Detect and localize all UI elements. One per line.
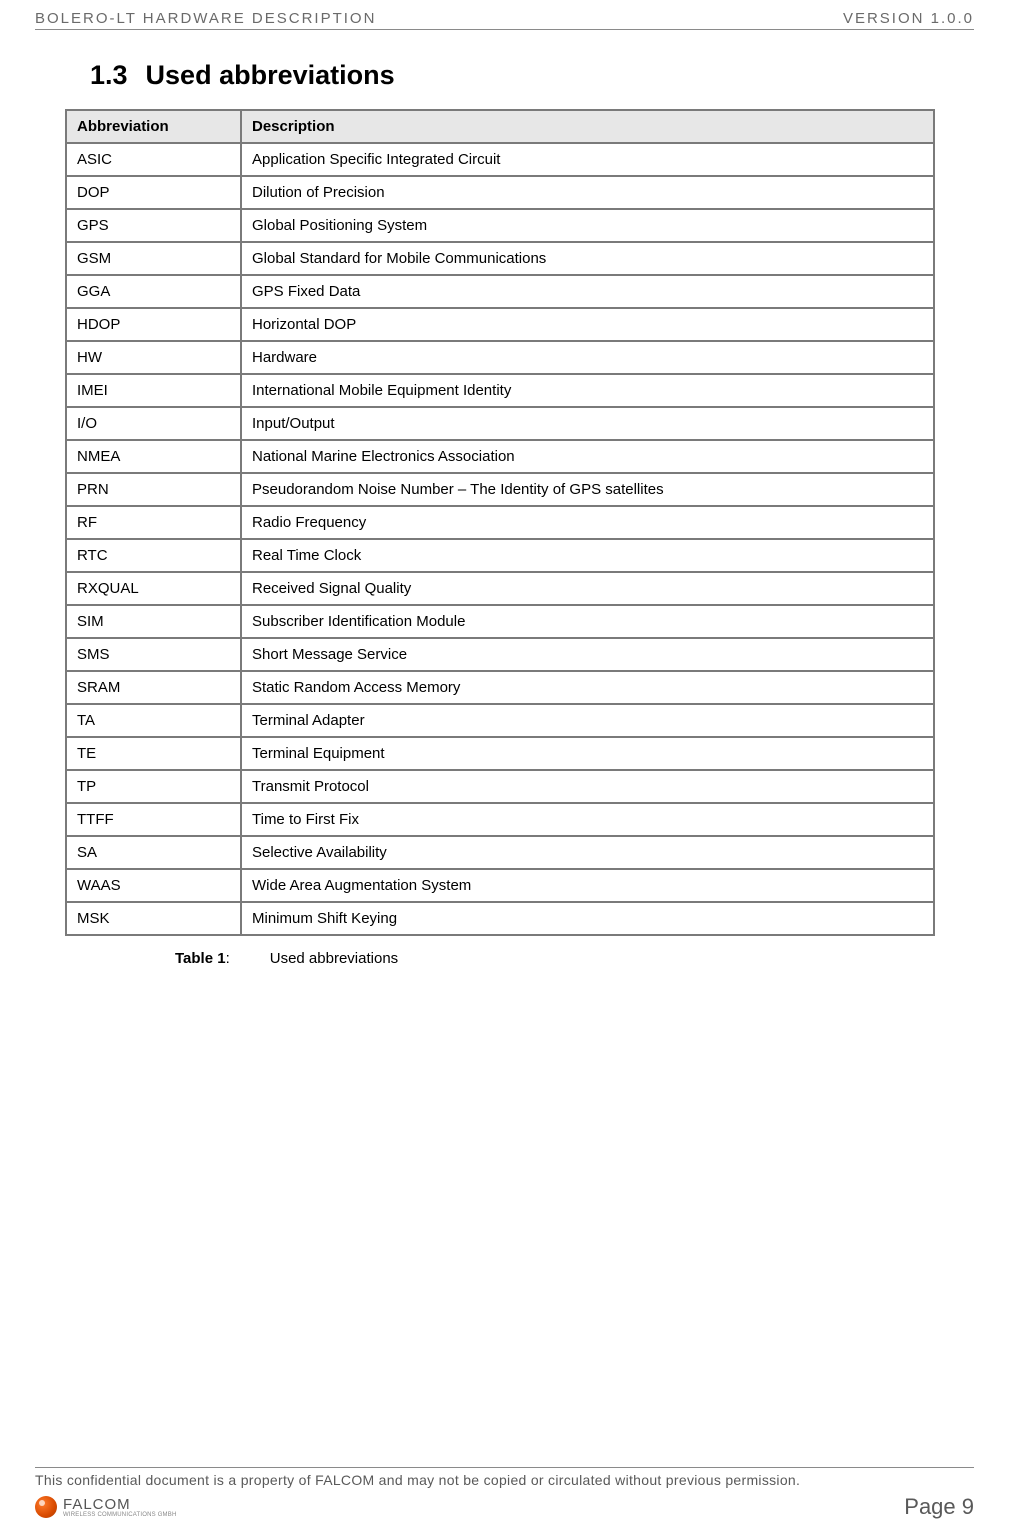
table-row: RXQUALReceived Signal Quality — [67, 571, 933, 604]
cell-description: Input/Output — [242, 406, 933, 439]
document-page: BOLERO-LT Hardware Description Version 1… — [0, 0, 1009, 1538]
cell-abbreviation: SMS — [67, 637, 242, 670]
cell-abbreviation: HW — [67, 340, 242, 373]
cell-abbreviation: I/O — [67, 406, 242, 439]
cell-description: Application Specific Integrated Circuit — [242, 142, 933, 175]
header-right: Version 1.0.0 — [843, 10, 974, 27]
table-row: SIMSubscriber Identification Module — [67, 604, 933, 637]
cell-description: Dilution of Precision — [242, 175, 933, 208]
section-heading: 1.3 Used abbreviations — [90, 60, 974, 91]
table-row: TPTransmit Protocol — [67, 769, 933, 802]
table-caption: Table 1: Used abbreviations — [175, 950, 974, 967]
table-row: HWHardware — [67, 340, 933, 373]
cell-abbreviation: GPS — [67, 208, 242, 241]
cell-description: National Marine Electronics Association — [242, 439, 933, 472]
footer-confidential: This confidential document is a property… — [35, 1472, 974, 1488]
cell-description: Subscriber Identification Module — [242, 604, 933, 637]
section-number: 1.3 — [90, 60, 128, 90]
cell-description: Short Message Service — [242, 637, 933, 670]
cell-abbreviation: TTFF — [67, 802, 242, 835]
caption-text: Used abbreviations — [270, 950, 398, 967]
footer-logo-sub: WIRELESS COMMUNICATIONS GMBH — [63, 1512, 177, 1518]
header-left: BOLERO-LT Hardware Description — [35, 10, 376, 27]
cell-description: Time to First Fix — [242, 802, 933, 835]
cell-description: Real Time Clock — [242, 538, 933, 571]
table-row: TETerminal Equipment — [67, 736, 933, 769]
table-row: TTFFTime to First Fix — [67, 802, 933, 835]
cell-abbreviation: WAAS — [67, 868, 242, 901]
caption-colon: : — [226, 950, 230, 967]
table-row: RTCReal Time Clock — [67, 538, 933, 571]
cell-description: Static Random Access Memory — [242, 670, 933, 703]
table-row: RFRadio Frequency — [67, 505, 933, 538]
cell-description: Global Positioning System — [242, 208, 933, 241]
cell-description: GPS Fixed Data — [242, 274, 933, 307]
page-header: BOLERO-LT Hardware Description Version 1… — [35, 0, 974, 27]
falcom-logo-icon — [35, 1496, 57, 1518]
cell-description: Terminal Adapter — [242, 703, 933, 736]
footer-logo-text: FALCOM — [63, 1496, 131, 1513]
table-row: I/OInput/Output — [67, 406, 933, 439]
page-number: Page 9 — [904, 1494, 974, 1520]
caption-label: Table 1 — [175, 950, 226, 967]
table-row: MSKMinimum Shift Keying — [67, 901, 933, 934]
table-row: WAASWide Area Augmentation System — [67, 868, 933, 901]
table-header-row: Abbreviation Description — [67, 111, 933, 142]
table-row: SASelective Availability — [67, 835, 933, 868]
table-row: TATerminal Adapter — [67, 703, 933, 736]
cell-abbreviation: RTC — [67, 538, 242, 571]
table-row: SRAMStatic Random Access Memory — [67, 670, 933, 703]
cell-abbreviation: HDOP — [67, 307, 242, 340]
table-row: GSMGlobal Standard for Mobile Communicat… — [67, 241, 933, 274]
table-row: SMSShort Message Service — [67, 637, 933, 670]
header-rule — [35, 29, 974, 30]
cell-abbreviation: PRN — [67, 472, 242, 505]
cell-abbreviation: SRAM — [67, 670, 242, 703]
cell-description: Horizontal DOP — [242, 307, 933, 340]
cell-abbreviation: IMEI — [67, 373, 242, 406]
cell-description: Selective Availability — [242, 835, 933, 868]
cell-abbreviation: RF — [67, 505, 242, 538]
table-row: PRNPseudorandom Noise Number – The Ident… — [67, 472, 933, 505]
cell-abbreviation: DOP — [67, 175, 242, 208]
abbreviations-table: Abbreviation Description ASICApplication… — [65, 109, 935, 936]
table-row: ASICApplication Specific Integrated Circ… — [67, 142, 933, 175]
cell-description: Received Signal Quality — [242, 571, 933, 604]
cell-abbreviation: GGA — [67, 274, 242, 307]
cell-abbreviation: RXQUAL — [67, 571, 242, 604]
footer-rule — [35, 1467, 974, 1468]
col-header-abbreviation: Abbreviation — [67, 111, 242, 142]
table-row: DOPDilution of Precision — [67, 175, 933, 208]
cell-description: Terminal Equipment — [242, 736, 933, 769]
cell-abbreviation: SA — [67, 835, 242, 868]
cell-abbreviation: NMEA — [67, 439, 242, 472]
page-footer: This confidential document is a property… — [35, 1467, 974, 1520]
footer-logo: FALCOM WIRELESS COMMUNICATIONS GMBH — [35, 1496, 177, 1518]
cell-description: Minimum Shift Keying — [242, 901, 933, 934]
cell-description: Wide Area Augmentation System — [242, 868, 933, 901]
cell-abbreviation: ASIC — [67, 142, 242, 175]
cell-description: International Mobile Equipment Identity — [242, 373, 933, 406]
cell-abbreviation: MSK — [67, 901, 242, 934]
table-row: HDOPHorizontal DOP — [67, 307, 933, 340]
table-row: GPSGlobal Positioning System — [67, 208, 933, 241]
cell-abbreviation: SIM — [67, 604, 242, 637]
table-row: IMEIInternational Mobile Equipment Ident… — [67, 373, 933, 406]
table-row: GGAGPS Fixed Data — [67, 274, 933, 307]
cell-abbreviation: GSM — [67, 241, 242, 274]
cell-description: Pseudorandom Noise Number – The Identity… — [242, 472, 933, 505]
cell-description: Radio Frequency — [242, 505, 933, 538]
cell-abbreviation: TP — [67, 769, 242, 802]
cell-description: Global Standard for Mobile Communication… — [242, 241, 933, 274]
cell-abbreviation: TE — [67, 736, 242, 769]
section-title: Used abbreviations — [146, 60, 395, 90]
col-header-description: Description — [242, 111, 933, 142]
cell-description: Hardware — [242, 340, 933, 373]
table-row: NMEANational Marine Electronics Associat… — [67, 439, 933, 472]
cell-description: Transmit Protocol — [242, 769, 933, 802]
cell-abbreviation: TA — [67, 703, 242, 736]
